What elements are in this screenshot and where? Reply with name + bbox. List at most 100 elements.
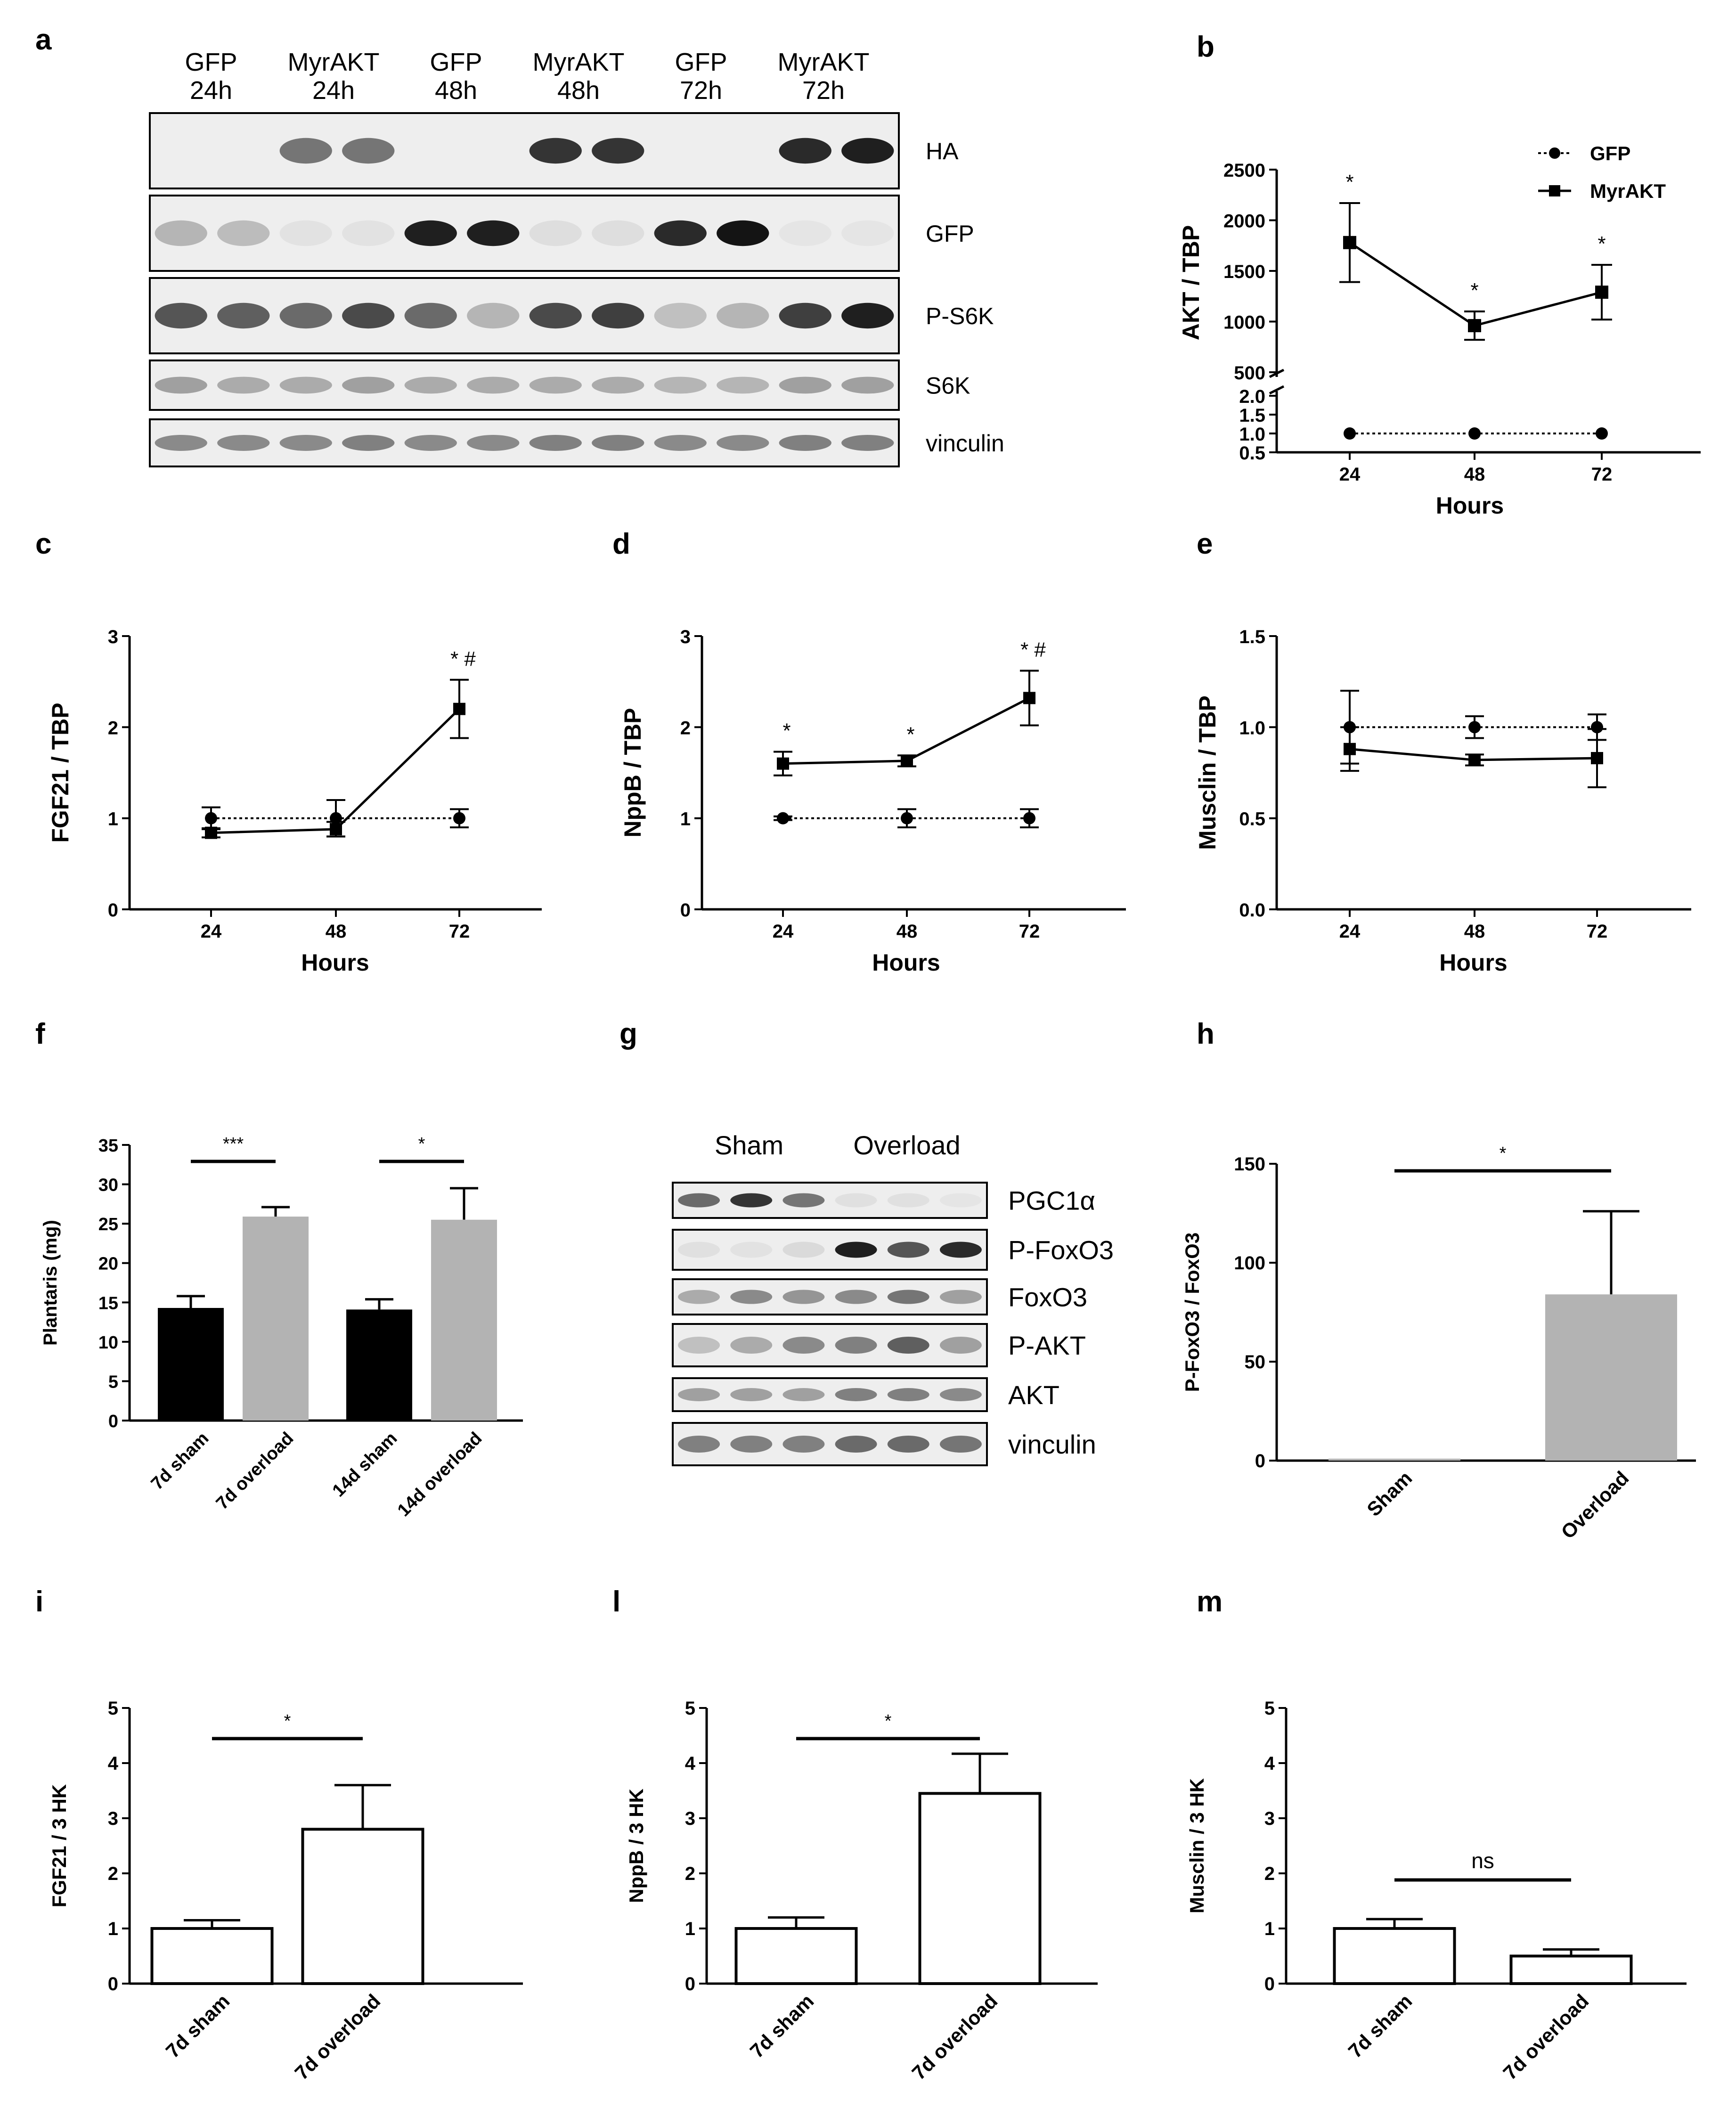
lane-header-label: MyrAKT [778,48,870,76]
blot-band [779,302,831,329]
blot-band [155,435,207,451]
y-tick-label: 0 [1264,1974,1275,1994]
blot-band [835,1388,877,1401]
blot-strip [672,1422,988,1466]
bar-7d-overload [918,1792,1042,1985]
x-axis-label: Hours [1436,492,1504,519]
blot-band [529,302,582,329]
x-axis-label: Hours [872,949,940,976]
y-tick-label: 2 [108,718,118,738]
blot-band [279,220,332,246]
y-tick-label: 0 [680,900,691,921]
blot-band [592,435,644,451]
panel-letter-m: m [1197,1585,1223,1618]
lane-header-time: 48h [557,76,600,105]
y-axis-label: FGF21 / 3 HK [48,1784,70,1907]
y-tick-label: 25 [98,1215,118,1234]
blot-strip [672,1278,988,1315]
x-axis-label: Hours [301,949,369,976]
x-category-label: 7d sham [147,1429,213,1494]
y-tick-label: 2000 [1223,211,1265,232]
blot-band [717,435,769,451]
panel-b-akt-line-chart: 500 1000 1500 2000 2500 0.51.01.52.0 24 48 72 Hou… [1178,142,1701,519]
blot-band [592,302,644,329]
y-tick-label: 5 [108,1372,118,1392]
blot-row-label: HA [926,138,959,164]
blot-band [678,1388,720,1401]
blot-row-label: PGC1α [1008,1186,1095,1216]
significance-marker: * [284,1711,291,1731]
legend-marker-gfp [1549,147,1560,159]
blot-band [841,435,894,451]
x-tick-label: 48 [326,921,347,942]
significance-marker: *** [223,1134,244,1154]
blot-band [342,435,395,451]
y-tick-label: 1000 [1223,312,1265,333]
data-point-myrakt [453,703,465,715]
data-point-myrakt [1595,286,1608,299]
panel-h-pfoxo3-bar-chart: 0 50 100 150 P-FoxO3 / FoxO3 Sham Overload * [1181,1144,1696,1543]
y-tick-label: 5 [1264,1698,1275,1719]
bar-7d-sham [158,1307,224,1421]
data-point-myrakt [1591,752,1603,765]
blot-band [717,220,769,246]
panel-c-fgf21-line-chart: 0 1 2 3 24 48 72 Hours FGF21 / TBP * # [47,627,542,976]
x-category-label: 7d overload [1499,1990,1593,2084]
x-category-label: 14d overload [394,1429,486,1520]
blot-row-label: P-S6K [926,303,994,329]
y-tick-label: 4 [1264,1753,1275,1774]
blot-band [342,376,395,394]
blot-band [404,302,457,329]
y-tick-label: 0 [685,1974,695,1994]
x-category-label: 7d sham [746,1990,818,2062]
panel-letter-f: f [35,1018,45,1050]
blot-band [782,1193,825,1208]
data-point-gfp [1344,427,1356,440]
blot-band [887,1436,929,1453]
bar-7d-sham [150,1927,274,1985]
blot-band [887,1193,929,1208]
panel-letter-a: a [35,24,52,56]
blot-band [217,220,270,246]
blot-band [779,435,831,451]
panel-letter-g: g [619,1018,637,1050]
blot-band [887,1290,929,1304]
blot-band [678,1337,720,1354]
significance-marker: * [782,719,791,743]
y-tick-label: 1500 [1223,261,1265,282]
y-tick-label: 30 [98,1176,118,1195]
blot-band [279,376,332,394]
lane-header-time: 72h [680,76,722,105]
data-point-gfp [1468,721,1481,734]
blot-row-label: vinculin [926,430,1004,457]
blot-band [467,302,520,329]
data-point-myrakt [1468,319,1481,333]
significance-marker: * # [1020,638,1046,661]
data-point-myrakt [1023,692,1035,704]
blot-band [678,1242,720,1258]
significance-marker: * [1345,171,1353,194]
blot-band [779,138,831,164]
lane-header-label: GFP [185,48,237,76]
legend-marker-myrakt [1549,185,1560,196]
panel-letter-b: b [1197,31,1214,63]
x-tick-label: 72 [1019,921,1040,942]
y-tick-label: 20 [98,1254,118,1274]
y-tick-label: 0.0 [1239,900,1265,921]
x-category-label: Overload [1557,1467,1633,1543]
blot-band [782,1242,825,1258]
blot-band [730,1193,773,1208]
y-tick-label: 1.5 [1239,405,1265,426]
panel-l-nppb-bar-chart: 0 1 2 3 4 5 NppB / 3 HK 7d sham 7d overload * [625,1698,1098,2084]
blot-row-label: FoxO3 [1008,1283,1087,1312]
x-tick-label: 24 [201,921,222,942]
legend-label-myrakt: MyrAKT [1590,180,1666,202]
y-tick-label: 2.0 [1239,386,1265,407]
y-tick-label: 3 [108,627,118,647]
panel-letter-c: c [35,528,51,560]
significance-marker: * # [450,647,476,670]
blot-band [939,1337,982,1354]
x-tick-label: 72 [1587,921,1608,942]
y-axis-label: FGF21 / TBP [47,703,73,842]
legend-label-gfp: GFP [1590,142,1630,164]
